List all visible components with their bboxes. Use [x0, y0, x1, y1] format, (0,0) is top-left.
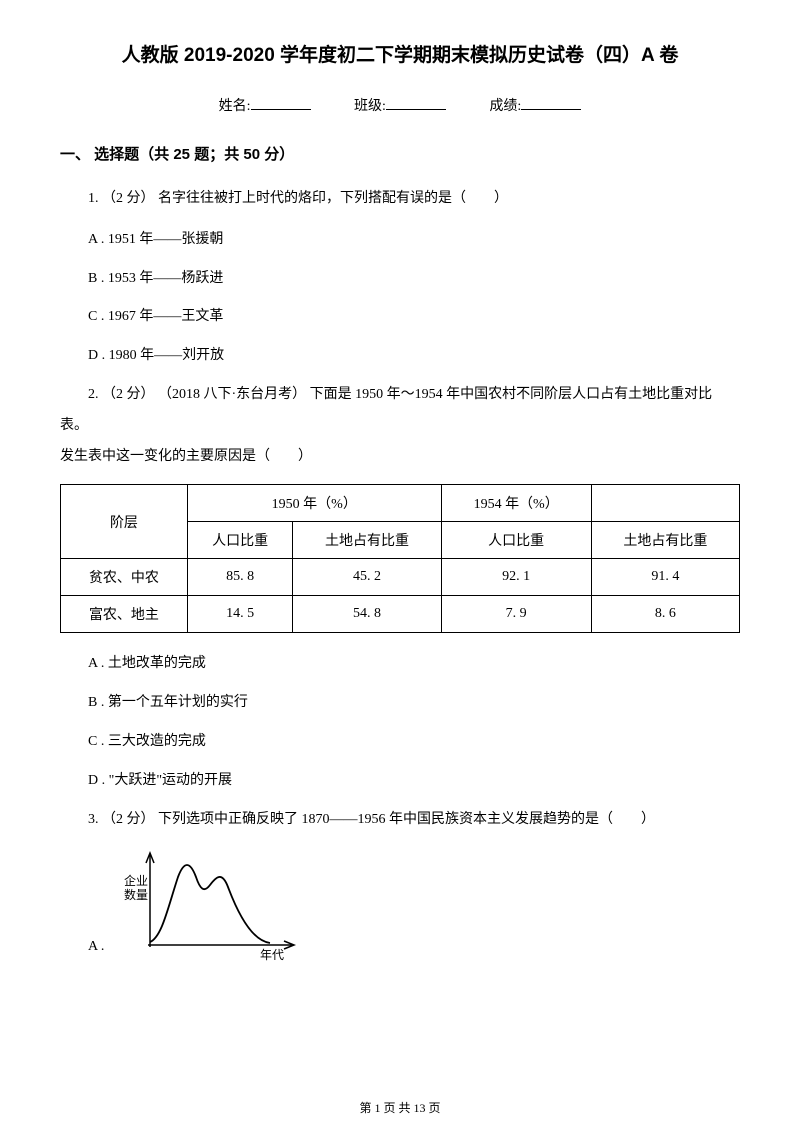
q3-stem: 3. （2 分） 下列选项中正确反映了 1870——1956 年中国民族资本主义… — [60, 805, 740, 836]
class-blank — [386, 96, 446, 110]
q2-option-b: B . 第一个五年计划的实行 — [60, 688, 740, 719]
trend-curve — [150, 865, 270, 943]
table-cell: 91. 4 — [591, 559, 739, 596]
section-header: 一、 选择题（共 25 题；共 50 分） — [60, 143, 740, 164]
table-header-cell: 1954 年（%） — [441, 485, 591, 522]
table-cell: 85. 8 — [187, 559, 292, 596]
q1-option-b: B . 1953 年——杨跃进 — [60, 264, 740, 295]
q2-table: 阶层 1950 年（%） 1954 年（%） 人口比重 土地占有比重 人口比重 … — [60, 484, 740, 633]
table-header-cell — [591, 485, 739, 522]
q3-option-a-label: A . — [60, 940, 104, 962]
q2-option-d: D . "大跃进"运动的开展 — [60, 766, 740, 797]
page-title: 人教版 2019-2020 学年度初二下学期期末模拟历史试卷（四）A 卷 — [60, 40, 740, 67]
table-row: 阶层 1950 年（%） 1954 年（%） — [61, 485, 740, 522]
q1-stem: 1. （2 分） 名字往往被打上时代的烙印，下列搭配有误的是（ ） — [60, 184, 740, 215]
table-row: 富农、地主 14. 5 54. 8 7. 9 8. 6 — [61, 596, 740, 633]
table-cell: 8. 6 — [591, 596, 739, 633]
name-label: 姓名: — [219, 99, 251, 114]
student-info-line: 姓名: 班级: 成绩: — [60, 95, 740, 115]
table-header-cell: 阶层 — [61, 485, 188, 559]
table-cell: 45. 2 — [293, 559, 441, 596]
table-cell: 贫农、中农 — [61, 559, 188, 596]
class-label: 班级: — [354, 99, 386, 114]
q2-stem-line2: 发生表中这一变化的主要原因是（ ） — [60, 442, 740, 473]
q3-option-a: A . 企业 数量 年代 — [60, 847, 740, 962]
table-cell: 土地占有比重 — [591, 522, 739, 559]
q1-option-d: D . 1980 年——刘开放 — [60, 341, 740, 372]
q1-option-c: C . 1967 年——王文革 — [60, 302, 740, 333]
score-label: 成绩: — [489, 99, 521, 114]
table-header-cell: 1950 年（%） — [187, 485, 441, 522]
y-axis-label-1: 企业 — [124, 873, 148, 888]
table-cell: 14. 5 — [187, 596, 292, 633]
table-cell: 富农、地主 — [61, 596, 188, 633]
table-cell: 人口比重 — [187, 522, 292, 559]
table-cell: 土地占有比重 — [293, 522, 441, 559]
q2-stem-line1: 2. （2 分） （2018 八下·东台月考） 下面是 1950 年～1954 … — [60, 380, 740, 442]
q1-option-a: A . 1951 年——张援朝 — [60, 225, 740, 256]
table-cell: 92. 1 — [441, 559, 591, 596]
table-cell: 人口比重 — [441, 522, 591, 559]
table-row: 贫农、中农 85. 8 45. 2 92. 1 91. 4 — [61, 559, 740, 596]
name-blank — [251, 96, 311, 110]
score-blank — [521, 96, 581, 110]
q3-chart: 企业 数量 年代 — [120, 847, 310, 962]
q2-option-a: A . 土地改革的完成 — [60, 649, 740, 680]
table-cell: 54. 8 — [293, 596, 441, 633]
table-cell: 7. 9 — [441, 596, 591, 633]
q2-option-c: C . 三大改造的完成 — [60, 727, 740, 758]
x-axis-label: 年代 — [260, 948, 284, 962]
page-footer: 第 1 页 共 13 页 — [0, 1099, 800, 1116]
y-axis-label-2: 数量 — [124, 887, 148, 902]
